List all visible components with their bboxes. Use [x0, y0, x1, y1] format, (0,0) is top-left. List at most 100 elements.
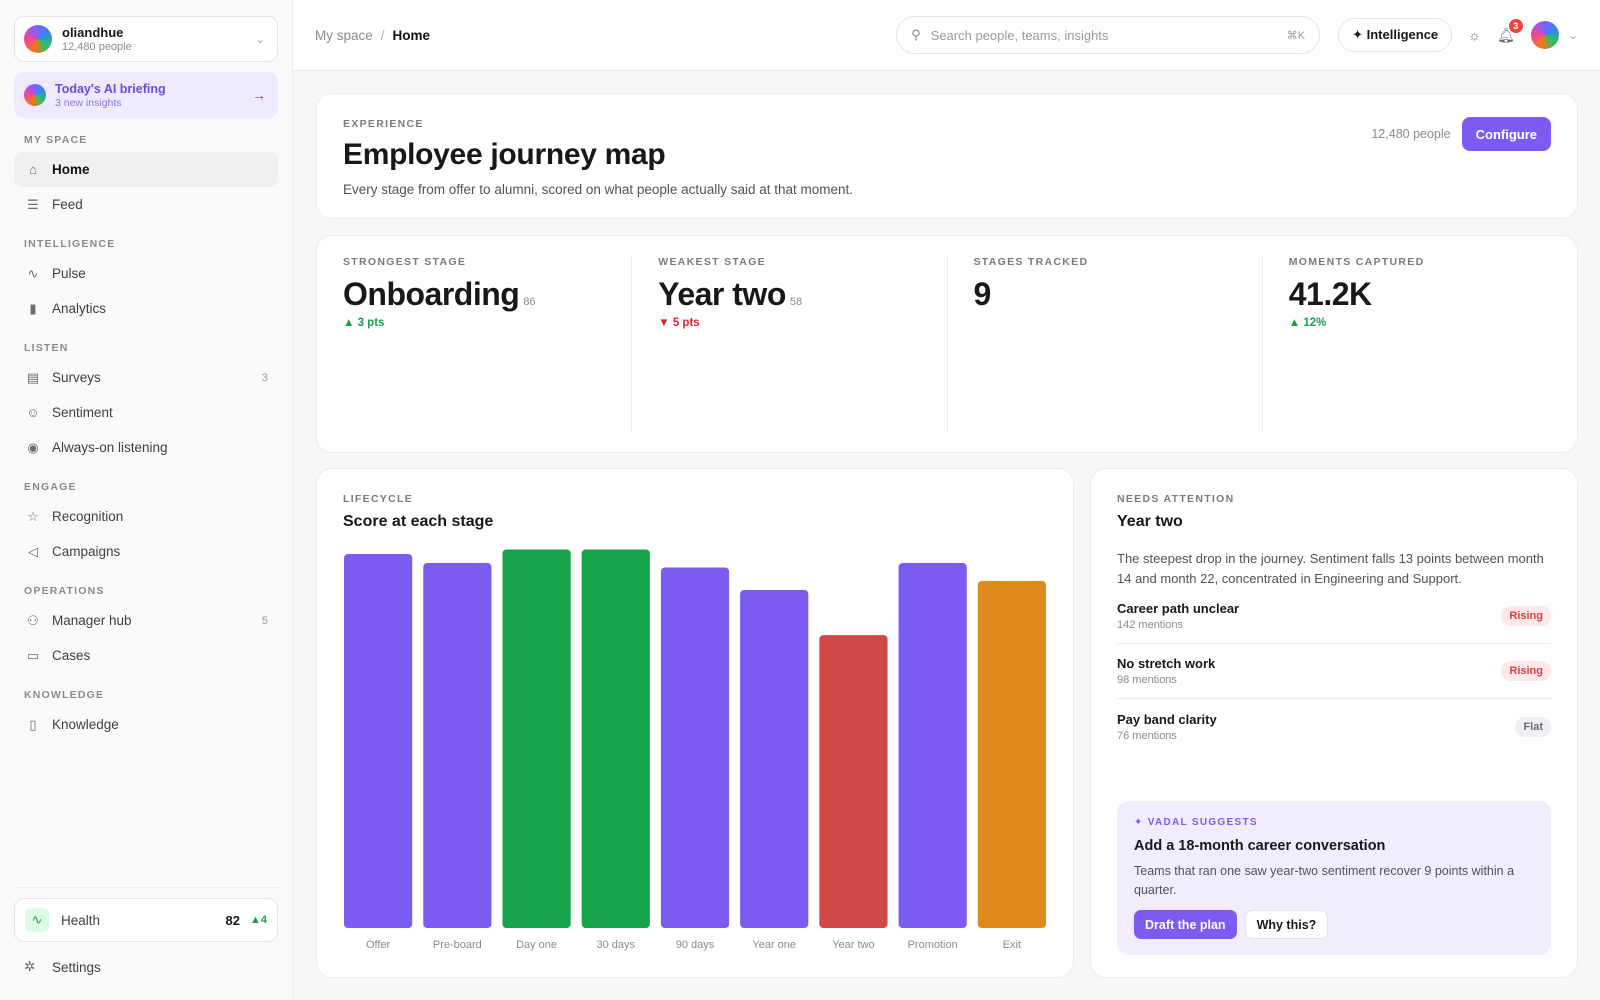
hero-eyebrow: EXPERIENCE [343, 118, 424, 130]
sidebar-nav: MY SPACE ⌂ Home ☰ Feed INTELLIGENCE ∿ Pulse ▮ Ana… [14, 134, 278, 742]
chart-bar-90-days[interactable] [660, 567, 730, 928]
chart-tick-label: Day one [516, 939, 557, 951]
sidebar-item-analytics[interactable]: ▮ Analytics [14, 291, 278, 326]
pulse-icon: ∿ [27, 265, 39, 281]
sidebar-item-label: Analytics [52, 301, 107, 316]
chart-bar-pre-board[interactable] [423, 563, 492, 928]
chart-bar-exit[interactable] [977, 581, 1046, 928]
sidebar-item-label: Recognition [52, 509, 124, 524]
chevron-down-icon[interactable]: ⌄ [1568, 29, 1578, 42]
issue-row[interactable]: No stretch work 98 mentions Rising [1117, 644, 1551, 699]
attention-title: Year two [1117, 513, 1183, 530]
workspace-switcher[interactable]: oliandhue 12,480 people ⌄ [14, 16, 278, 62]
sidebar-item-label: Sentiment [52, 405, 113, 420]
stat-tile: MOMENTS CAPTURED 41.2K ▲ 12% [1261, 256, 1577, 432]
briefing-sub: 3 new insights [55, 96, 122, 109]
bell-icon[interactable]: 🔔︎ 3 [1497, 18, 1523, 44]
chevron-down-icon: ⌄ [255, 33, 265, 46]
sidebar-item-recognition[interactable]: ☆ Recognition [14, 499, 278, 534]
sidebar-item-campaigns[interactable]: ◁ Campaigns [14, 534, 278, 569]
status-badge: Rising [1501, 606, 1551, 626]
star-icon: ☆ [27, 508, 39, 524]
configure-button[interactable]: Configure [1461, 117, 1551, 151]
stat-value: 9 [973, 276, 992, 312]
health-widget[interactable]: ∿ Health 82 ▲4 [14, 898, 278, 942]
sidebar-item-feed[interactable]: ☰ Feed [14, 187, 278, 222]
sidebar-item-label: Home [52, 162, 90, 177]
search-input[interactable] [930, 27, 1287, 43]
settings-label: Settings [52, 959, 101, 975]
arrow-right-icon: → [252, 87, 266, 103]
people-icon: ⚇ [27, 612, 39, 628]
sidebar-item-label: Pulse [52, 266, 86, 281]
chart-tick-label: 30 days [597, 939, 636, 951]
sidebar-item-label: Feed [52, 197, 83, 212]
intelligence-button[interactable]: ✦ Intelligence [1338, 18, 1453, 52]
home-icon: ⌂ [29, 162, 37, 177]
sidebar-item-knowledge[interactable]: ▯ Knowledge [14, 707, 278, 742]
workspace-people: 12,480 people [62, 41, 132, 53]
lifecycle-card: LIFECYCLE Score at each stage Offer Pre-b… [316, 468, 1074, 978]
breadcrumb-root[interactable]: My space [315, 27, 373, 43]
stat-value-row: Onboarding 86 [343, 276, 605, 313]
stage-score-chart: Offer Pre-board Day one 30 days 90 days Year … [344, 549, 1046, 951]
chart-bar-year-two[interactable] [819, 635, 888, 928]
sidebar-section-title: MY SPACE [24, 134, 88, 146]
chart-bar-30-days[interactable] [581, 549, 650, 928]
search-box[interactable]: ⚲ ⌘K [896, 16, 1321, 54]
workspace-avatar [24, 25, 52, 53]
chart-tick-label: Year one [752, 939, 796, 951]
suggestion-title: Add a 18-month career conversation [1134, 838, 1386, 854]
sidebar-item-surveys[interactable]: ▤ Surveys 3 [14, 360, 278, 395]
journey-header-card: EXPERIENCE Employee journey map Every st… [316, 93, 1578, 219]
stat-score: 86 [523, 296, 536, 308]
sidebar-item-always-on-listening[interactable]: ◉ Always-on listening [14, 430, 278, 465]
suggestion-body: Teams that ran one saw year-two sentimen… [1134, 864, 1515, 897]
stats-row: STRONGEST STAGE Onboarding 86 ▲ 3 pts WEAKES… [316, 235, 1578, 453]
health-delta: ▲4 [249, 914, 267, 926]
stat-value: Year two [658, 276, 786, 312]
sidebar-item-sentiment[interactable]: ☺ Sentiment [14, 395, 278, 430]
stat-delta: ▲ 3 pts [343, 317, 385, 329]
draft-plan-button[interactable]: Draft the plan [1134, 910, 1237, 939]
sidebar-item-label: Manager hub [52, 613, 132, 628]
stat-tile: STRONGEST STAGE Onboarding 86 ▲ 3 pts [317, 256, 631, 432]
why-this-button[interactable]: Why this? [1244, 910, 1329, 939]
health-label: Health [61, 912, 101, 928]
stat-label: WEAKEST STAGE [658, 256, 766, 268]
workspace-name: oliandhue [62, 25, 124, 40]
sentiment-icon: ☺ [26, 405, 40, 420]
sidebar-item-manager-hub[interactable]: ⚇ Manager hub 5 [14, 603, 278, 638]
sidebar-section-title: KNOWLEDGE [24, 689, 105, 701]
ai-orb-icon [24, 84, 46, 106]
sun-icon[interactable]: ☼ [1468, 27, 1481, 43]
stat-value: 41.2K [1288, 276, 1372, 312]
chart-bar-day-one[interactable] [502, 549, 571, 928]
ai-briefing-card[interactable]: Today's AI briefing 3 new insights → [14, 72, 278, 118]
issue-row[interactable]: Pay band clarity 76 mentions Flat [1117, 699, 1551, 754]
stat-label: STRONGEST STAGE [343, 256, 467, 268]
page-title: Employee journey map [343, 138, 666, 171]
issue-title: Career path unclear [1117, 601, 1240, 616]
sidebar-item-cases[interactable]: ▭ Cases [14, 638, 278, 673]
stat-delta: ▲ 12% [1288, 317, 1327, 329]
sidebar-section-title: ENGAGE [24, 481, 77, 493]
sidebar-item-count: 5 [261, 614, 268, 627]
chart-bar-year-one[interactable] [740, 590, 809, 928]
sidebar-item-label: Surveys [52, 370, 101, 385]
chart-tick-label: 90 days [676, 939, 715, 951]
search-icon: ⚲ [911, 27, 921, 42]
stat-label: MOMENTS CAPTURED [1288, 256, 1425, 268]
chart-bar-promotion[interactable] [898, 563, 967, 928]
chart-bar-offer[interactable] [344, 554, 413, 928]
chart-tick-label: Pre-board [433, 939, 482, 951]
health-value: 82 [225, 912, 240, 928]
user-avatar[interactable] [1530, 21, 1559, 49]
stat-tile: STAGES TRACKED 9 [946, 256, 1262, 432]
issue-row[interactable]: Career path unclear 142 mentions Rising [1117, 589, 1551, 644]
sidebar-item-home[interactable]: ⌂ Home [14, 152, 278, 187]
chart-tick-label: Offer [366, 939, 391, 951]
sidebar-item-pulse[interactable]: ∿ Pulse [14, 256, 278, 291]
sidebar-item-settings[interactable]: ✲ Settings [14, 950, 278, 984]
page-description: Every stage from offer to alumni, scored… [343, 182, 854, 197]
